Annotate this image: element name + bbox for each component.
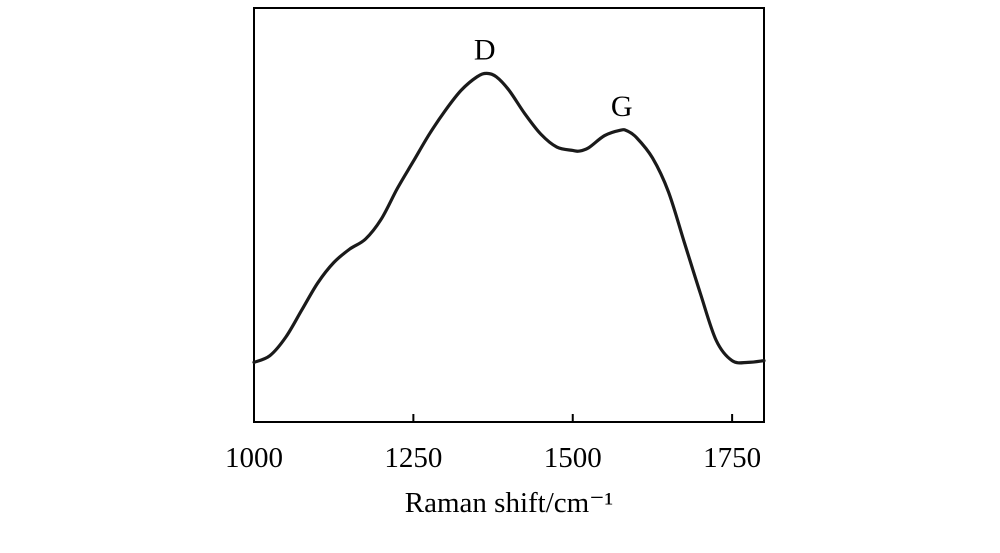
- x-tick-label: 1000: [225, 442, 283, 474]
- x-tick-label: 1750: [703, 442, 761, 474]
- x-axis-tick-labels: 1000 1250 1500 1750: [225, 442, 761, 474]
- plot-frame: [253, 7, 765, 423]
- peak-annotations: DG: [474, 33, 633, 123]
- x-tick-label: 1250: [384, 442, 442, 474]
- x-axis-ticks: [253, 414, 734, 422]
- peak-label-g: G: [611, 90, 633, 123]
- x-axis-label: Raman shift/cm⁻¹: [405, 487, 613, 519]
- peak-label-d: D: [474, 33, 496, 66]
- raman-spectrum-line: [252, 71, 766, 365]
- x-tick-label: 1500: [544, 442, 602, 474]
